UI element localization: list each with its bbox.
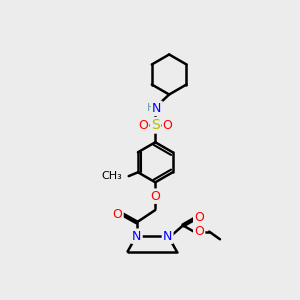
- Text: S: S: [151, 118, 160, 132]
- Text: H: H: [146, 103, 155, 113]
- Text: N: N: [163, 230, 172, 243]
- Text: N: N: [132, 230, 142, 243]
- Text: O: O: [194, 211, 204, 224]
- Text: CH₃: CH₃: [102, 171, 123, 181]
- Text: N: N: [152, 102, 161, 115]
- Text: O: O: [194, 225, 204, 238]
- Text: O: O: [163, 119, 172, 132]
- Text: O: O: [138, 119, 148, 132]
- Text: O: O: [150, 190, 160, 203]
- Text: O: O: [112, 208, 122, 221]
